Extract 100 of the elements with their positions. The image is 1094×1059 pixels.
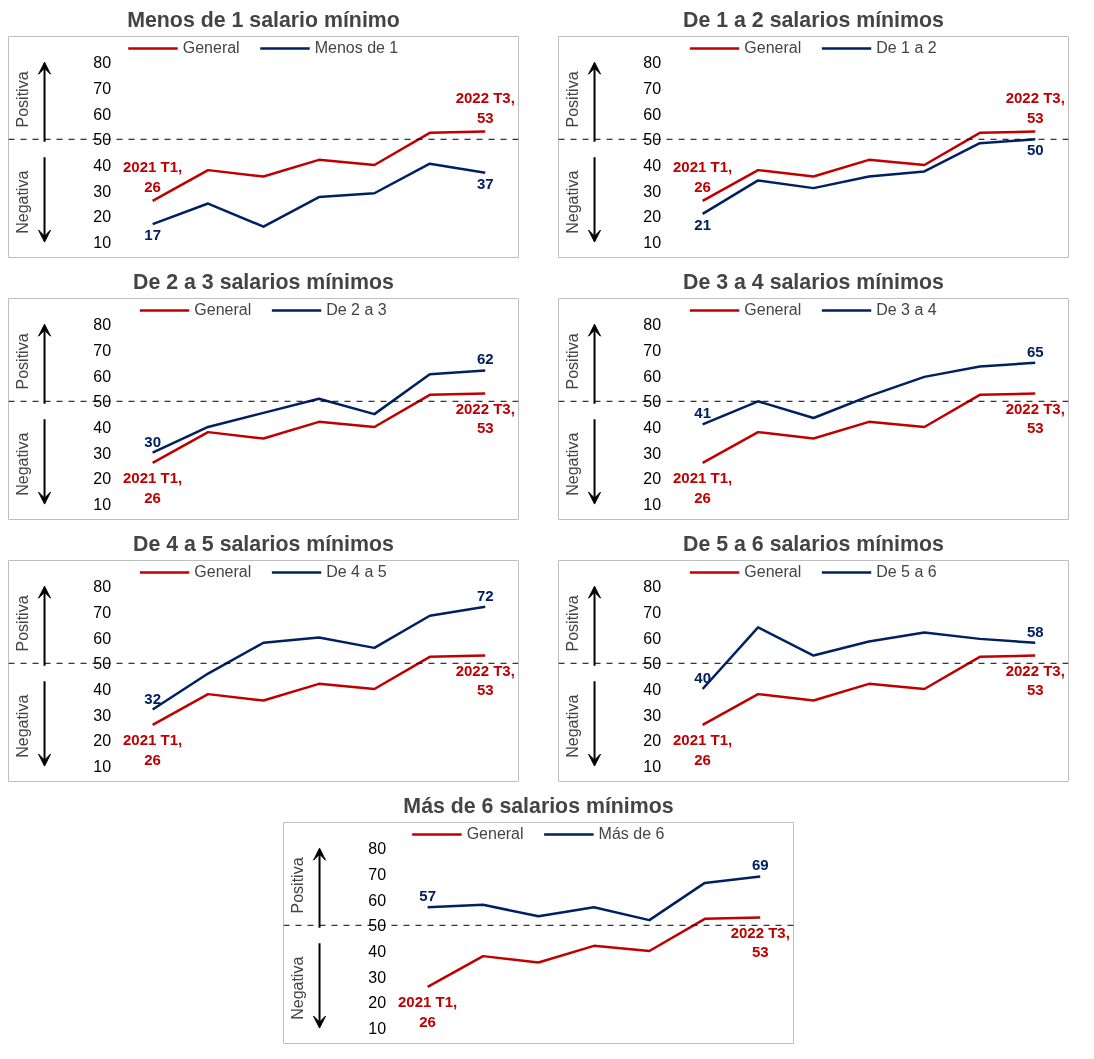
y-tick-label: 70 [368, 865, 387, 883]
text: Positiva [563, 595, 581, 652]
y-tick-label: 40 [93, 156, 112, 174]
data-label: 69 [751, 856, 769, 874]
y-tick-label: 30 [93, 706, 112, 724]
text: Positiva [13, 595, 31, 652]
y-tick-label: 10 [93, 234, 112, 252]
y-tick-label: 60 [643, 367, 662, 385]
y-tick-label: 20 [93, 732, 112, 750]
text: Positiva [13, 71, 31, 128]
legend-label: General [182, 39, 240, 57]
text: Negativa [563, 694, 581, 758]
data-label: 2022 T3, 53 [455, 399, 515, 437]
data-label: 30 [144, 432, 161, 450]
data-label: 62 [476, 350, 494, 368]
y-tick-label: 50 [93, 131, 112, 149]
data-label: 2022 T3, 53 [1005, 661, 1065, 699]
y-tick-label: 70 [93, 341, 112, 359]
legend-label: General [744, 39, 802, 57]
data-label: 41 [694, 404, 711, 422]
y-tick-label: 40 [93, 418, 112, 436]
data-label: 2022 T3, 53 [730, 923, 790, 961]
text: Negativa [288, 956, 306, 1020]
y-tick-label: 10 [93, 496, 112, 514]
text: Negativa [13, 170, 31, 234]
data-label: 32 [144, 689, 161, 707]
y-tick-label: 10 [643, 234, 662, 252]
y-tick-label: 20 [368, 994, 387, 1012]
y-tick-label: 70 [643, 79, 662, 97]
y-tick-label: 20 [643, 732, 662, 750]
y-tick-label: 10 [93, 758, 112, 776]
data-label: 2022 T3, 53 [455, 661, 515, 699]
legend-label: General [744, 301, 802, 319]
data-label: 37 [476, 174, 494, 192]
y-tick-label: 80 [93, 578, 112, 596]
legend-label: General [194, 301, 252, 319]
data-label: 58 [1026, 622, 1044, 640]
y-tick-label: 30 [93, 182, 112, 200]
chart-title: Menos de 1 salario mínimo [127, 7, 400, 32]
legend-label: De 1 a 2 [876, 39, 937, 57]
y-tick-label: 70 [643, 341, 662, 359]
data-label: 2021 T1, 26 [123, 468, 183, 506]
y-tick-label: 70 [93, 79, 112, 97]
legend-label: Menos de 1 [314, 39, 399, 57]
y-tick-label: 30 [93, 444, 112, 462]
data-label: 2021 T1, 26 [398, 992, 458, 1030]
data-label: 57 [419, 887, 436, 905]
y-tick-label: 60 [93, 367, 112, 385]
data-label: 21 [694, 215, 711, 233]
y-tick-label: 10 [643, 496, 662, 514]
y-tick-label: 30 [643, 182, 662, 200]
y-tick-label: 30 [643, 444, 662, 462]
legend-label: De 3 a 4 [876, 301, 937, 319]
chart-title: De 2 a 3 salarios mínimos [133, 269, 394, 294]
data-label: 65 [1026, 342, 1044, 360]
data-label: 2022 T3, 53 [455, 89, 515, 126]
text: Negativa [563, 432, 581, 496]
y-tick-label: 10 [368, 1020, 387, 1038]
chart-title: De 4 a 5 salarios mínimos [133, 531, 394, 556]
y-tick-label: 80 [93, 316, 112, 334]
y-tick-label: 80 [643, 54, 662, 72]
y-tick-label: 70 [643, 603, 662, 621]
y-tick-label: 10 [643, 758, 662, 776]
y-tick-label: 70 [93, 603, 112, 621]
data-label: 40 [694, 668, 711, 686]
legend-label: Más de 6 [598, 825, 665, 843]
y-tick-label: 80 [368, 840, 387, 858]
y-tick-label: 40 [643, 156, 662, 174]
data-label: 2021 T1, 26 [123, 158, 183, 195]
y-tick-label: 50 [643, 131, 662, 149]
data-label: 2021 T1, 26 [673, 158, 733, 195]
y-tick-label: 50 [643, 655, 662, 673]
y-tick-label: 30 [643, 706, 662, 724]
legend-label: General [194, 563, 252, 581]
y-tick-label: 60 [643, 629, 662, 647]
y-tick-label: 60 [93, 629, 112, 647]
y-tick-label: 20 [93, 208, 112, 226]
y-tick-label: 60 [93, 105, 112, 123]
text: Positiva [13, 333, 31, 390]
y-tick-label: 80 [643, 316, 662, 334]
data-label: 2022 T3, 53 [1005, 89, 1065, 126]
data-label: 17 [144, 226, 161, 244]
text: Positiva [288, 857, 306, 914]
y-tick-label: 80 [643, 578, 662, 596]
chart-title: De 3 a 4 salarios mínimos [683, 269, 944, 294]
y-tick-label: 30 [368, 968, 387, 986]
y-tick-label: 20 [643, 470, 662, 488]
text: Negativa [13, 694, 31, 758]
data-label: 2021 T1, 26 [673, 730, 733, 768]
y-tick-label: 50 [93, 655, 112, 673]
data-label: 2022 T3, 53 [1005, 399, 1065, 437]
chart-title: De 5 a 6 salarios mínimos [683, 531, 944, 556]
y-tick-label: 50 [93, 393, 112, 411]
y-tick-label: 80 [93, 54, 112, 72]
y-tick-label: 40 [643, 680, 662, 698]
text: Positiva [563, 333, 581, 390]
y-tick-label: 60 [643, 105, 662, 123]
legend-label: General [744, 563, 802, 581]
y-tick-label: 20 [643, 208, 662, 226]
y-tick-label: 40 [93, 680, 112, 698]
